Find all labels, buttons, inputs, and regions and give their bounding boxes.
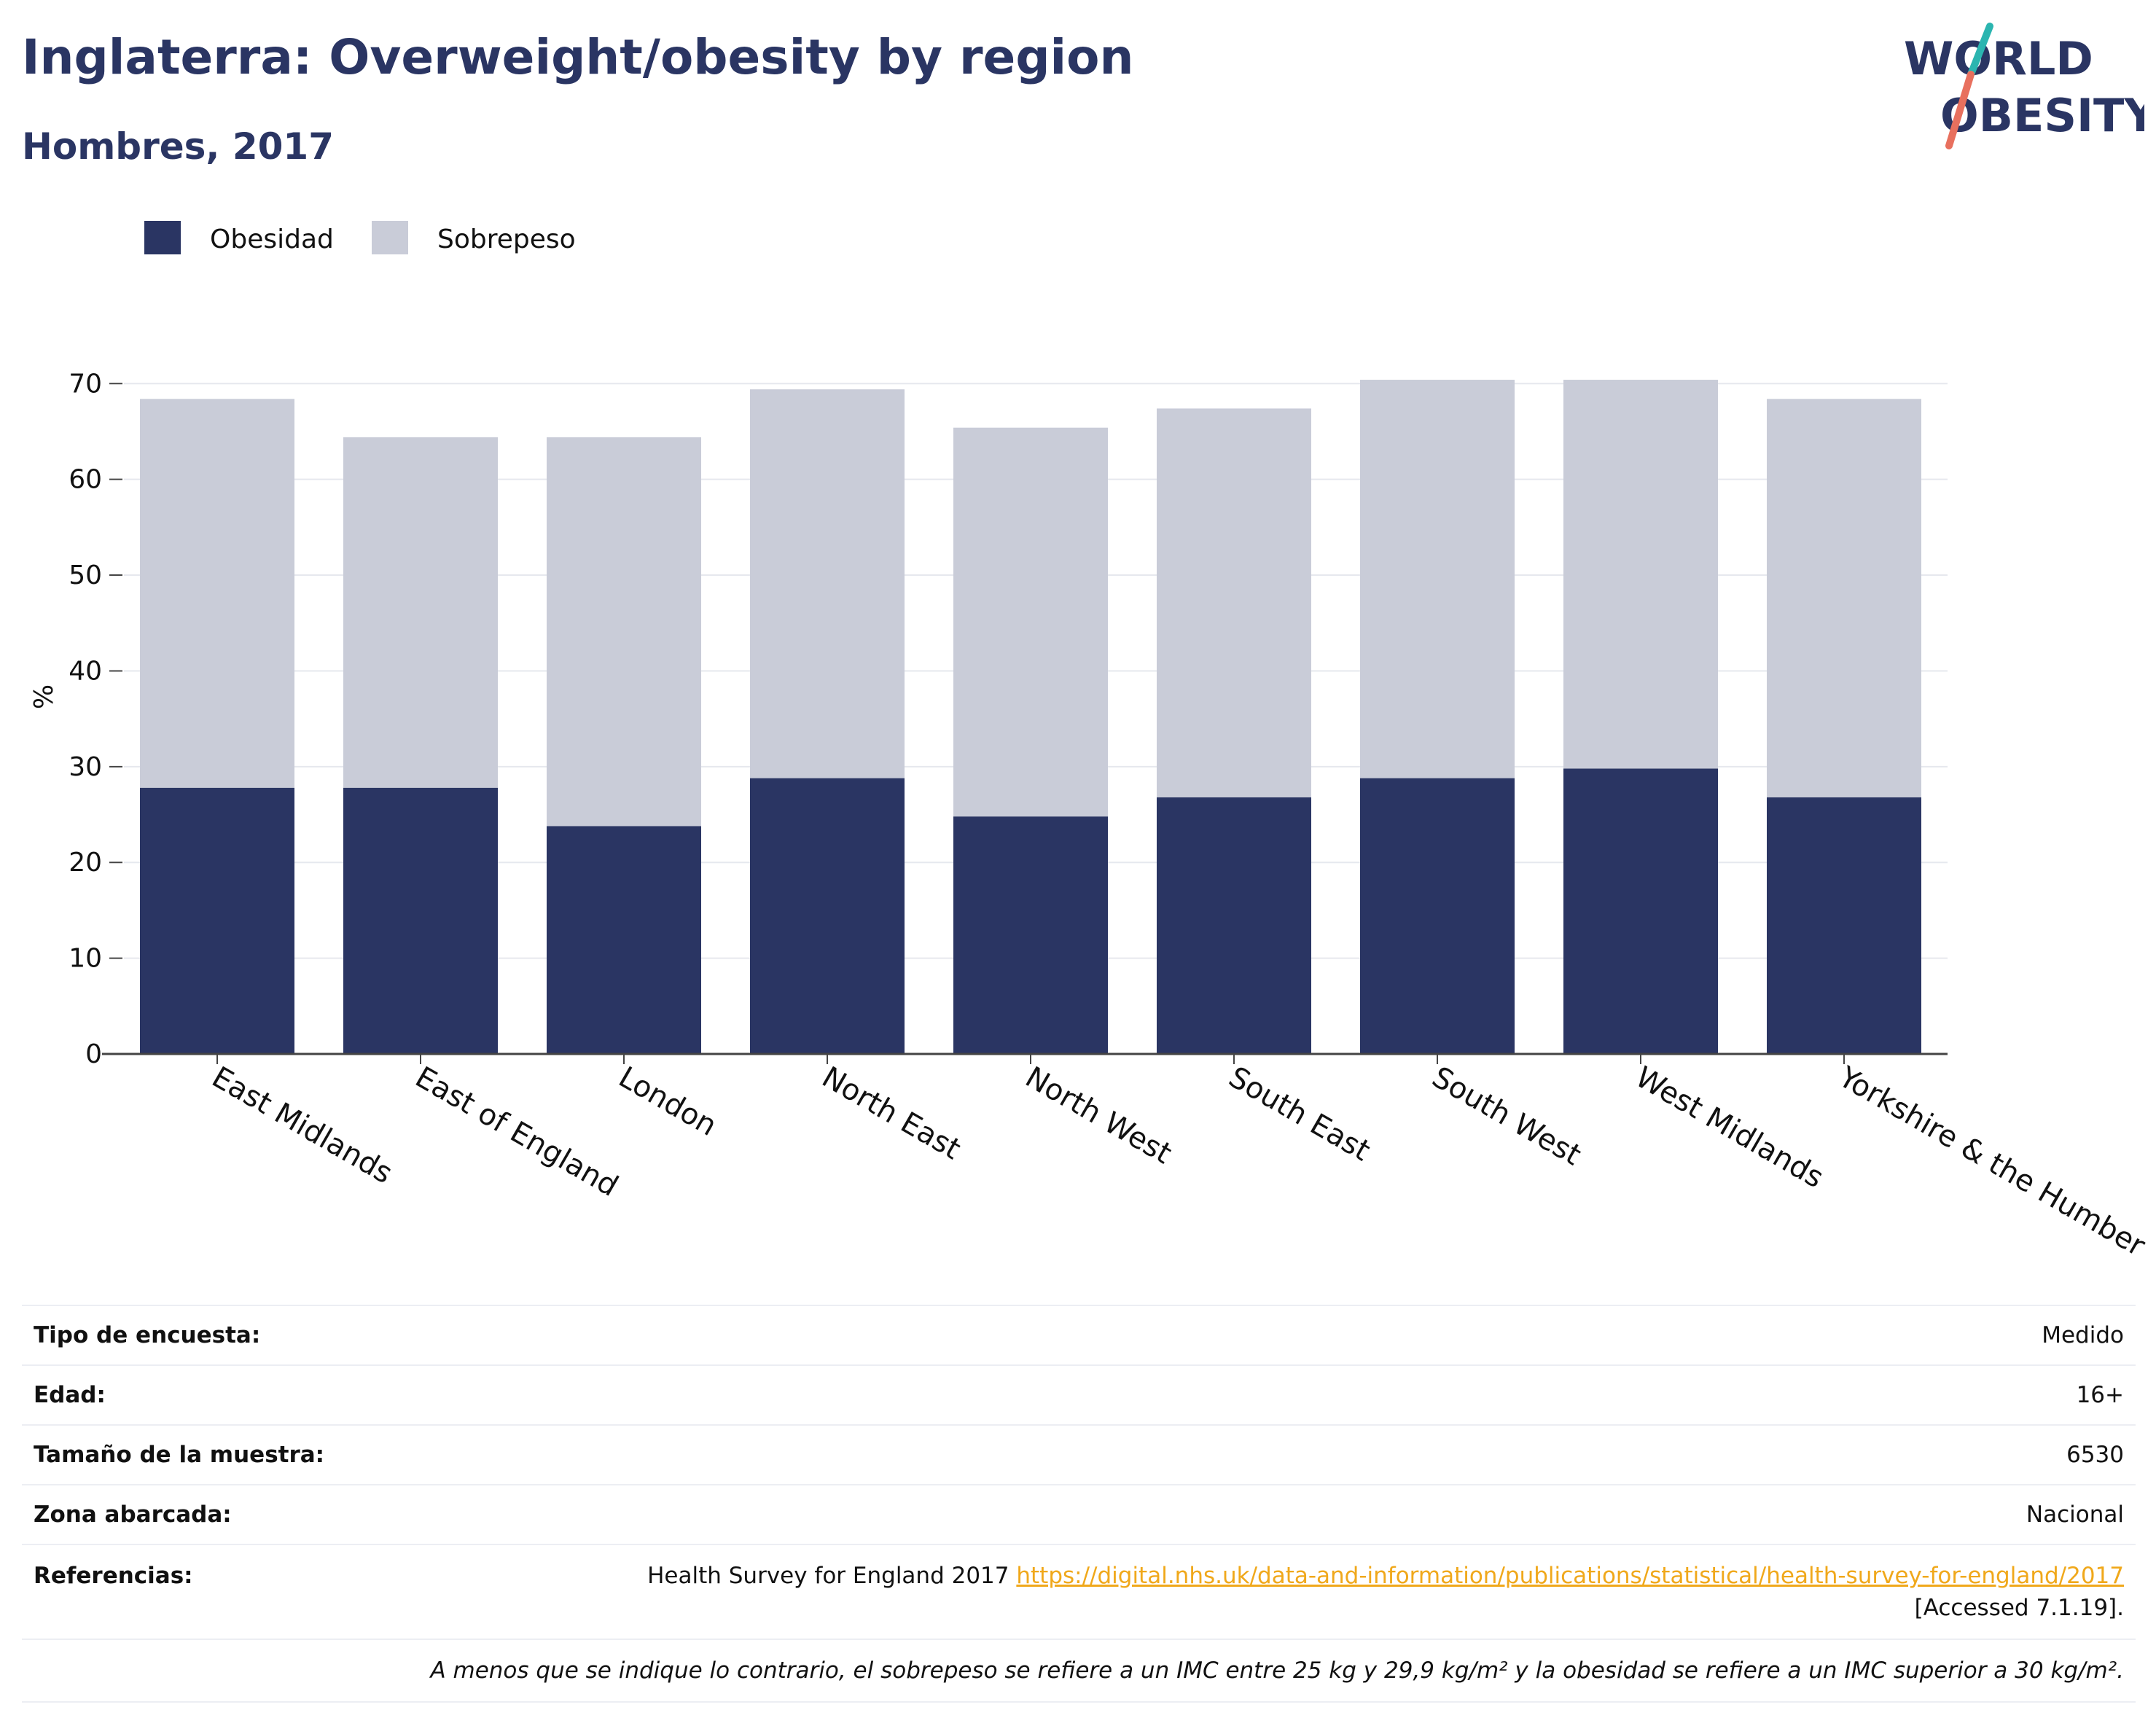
info-value: Medido xyxy=(388,1305,2136,1365)
y-axis: 0 10 20 30 40 50 60 70 xyxy=(69,369,122,1069)
y-axis-label: % xyxy=(29,684,59,709)
y-tick-label: 10 xyxy=(69,944,102,974)
bar-obesidad xyxy=(1563,768,1718,1054)
page-title: Inglaterra: Overweight/obesity by region xyxy=(22,29,1134,85)
info-key: Edad: xyxy=(22,1364,388,1425)
reference-link[interactable]: https://digital.nhs.uk/data-and-informat… xyxy=(1016,1563,2124,1589)
stacked-bar-chart: Obesidad Sobrepeso 0 10 20 30 40 50 60 70 % East… xyxy=(29,221,2151,1263)
bar-sobrepeso xyxy=(547,437,701,827)
legend-swatch-sobrepeso xyxy=(372,221,408,254)
info-value: Nacional xyxy=(388,1484,2136,1544)
legend-swatch-obesidad xyxy=(144,221,181,254)
info-value: 6530 xyxy=(388,1424,2136,1485)
y-tick-label: 0 xyxy=(85,1039,102,1069)
legend-label-obesidad: Obesidad xyxy=(210,224,334,254)
x-tick-label: South East xyxy=(1223,1061,1375,1168)
bar-obesidad xyxy=(1157,797,1311,1054)
bar-obesidad xyxy=(1360,778,1515,1054)
bar-sobrepeso xyxy=(1360,380,1515,778)
y-tick-label: 20 xyxy=(69,848,102,878)
bar-obesidad xyxy=(547,826,701,1054)
bar-sobrepeso xyxy=(953,427,1108,817)
info-key: Tamaño de la muestra: xyxy=(22,1424,388,1485)
x-tick-label: North East xyxy=(816,1061,966,1166)
reference-accessed: [Accessed 7.1.19]. xyxy=(1914,1595,2124,1621)
info-row: Tamaño de la muestra: 6530 xyxy=(22,1424,2136,1485)
bar-sobrepeso xyxy=(140,399,294,788)
bar-obesidad xyxy=(343,787,498,1054)
bar-obesidad xyxy=(1767,797,1921,1054)
world-obesity-logo: WORLD OBESITY xyxy=(1904,23,2144,149)
reference-text: Health Survey for England 2017 xyxy=(647,1563,1017,1589)
info-value: 16+ xyxy=(388,1364,2136,1425)
x-tick-label: London xyxy=(613,1061,722,1143)
y-tick-label: 50 xyxy=(69,561,102,590)
info-row: Edad: 16+ xyxy=(22,1364,2136,1425)
bar-sobrepeso xyxy=(343,437,498,788)
logo-line2: OBESITY xyxy=(1940,89,2144,142)
bar-obesidad xyxy=(140,787,294,1054)
logo-slash-bottom xyxy=(1945,71,1975,149)
chart-bars xyxy=(140,380,1921,1054)
x-tick-label: Yorkshire & the Humber xyxy=(1832,1060,2151,1263)
y-tick-label: 30 xyxy=(69,752,102,782)
info-row: Zona abarcada: Nacional xyxy=(22,1484,2136,1544)
x-tick-label: North West xyxy=(1020,1061,1177,1171)
info-key: Tipo de encuesta: xyxy=(22,1305,388,1365)
bar-obesidad xyxy=(750,778,905,1054)
legend-label-sobrepeso: Sobrepeso xyxy=(437,224,576,254)
x-tick-label: East of England xyxy=(410,1061,624,1203)
x-tick-label: South West xyxy=(1426,1061,1587,1172)
definition-note: A menos que se indique lo contrario, el … xyxy=(22,1639,2136,1703)
info-row-references: Referencias: Health Survey for England 20… xyxy=(22,1544,2136,1639)
bar-sobrepeso xyxy=(750,389,905,778)
x-tick-label: West Midlands xyxy=(1630,1061,1829,1195)
info-key: Zona abarcada: xyxy=(22,1484,388,1544)
bar-sobrepeso xyxy=(1563,380,1718,769)
info-value-references: Health Survey for England 2017 https://d… xyxy=(388,1544,2136,1639)
y-tick-label: 70 xyxy=(69,369,102,399)
info-row: Tipo de encuesta: Medido xyxy=(22,1305,2136,1365)
info-row-note: A menos que se indique lo contrario, el … xyxy=(22,1639,2136,1703)
info-key: Referencias: xyxy=(22,1544,388,1639)
bar-sobrepeso xyxy=(1157,408,1311,797)
bar-sobrepeso xyxy=(1767,399,1921,797)
logo-line1: WORLD xyxy=(1904,32,2093,85)
page-subtitle: Hombres, 2017 xyxy=(22,125,334,168)
survey-info-table: Tipo de encuesta: Medido Edad: 16+ Tamaño de… xyxy=(22,1305,2136,1703)
chart-legend: Obesidad Sobrepeso xyxy=(144,221,576,254)
y-tick-label: 40 xyxy=(69,656,102,686)
bar-obesidad xyxy=(953,816,1108,1054)
x-tick-label: East Midlands xyxy=(206,1061,398,1190)
y-tick-label: 60 xyxy=(69,465,102,495)
logo-slash-top xyxy=(1967,23,1993,78)
